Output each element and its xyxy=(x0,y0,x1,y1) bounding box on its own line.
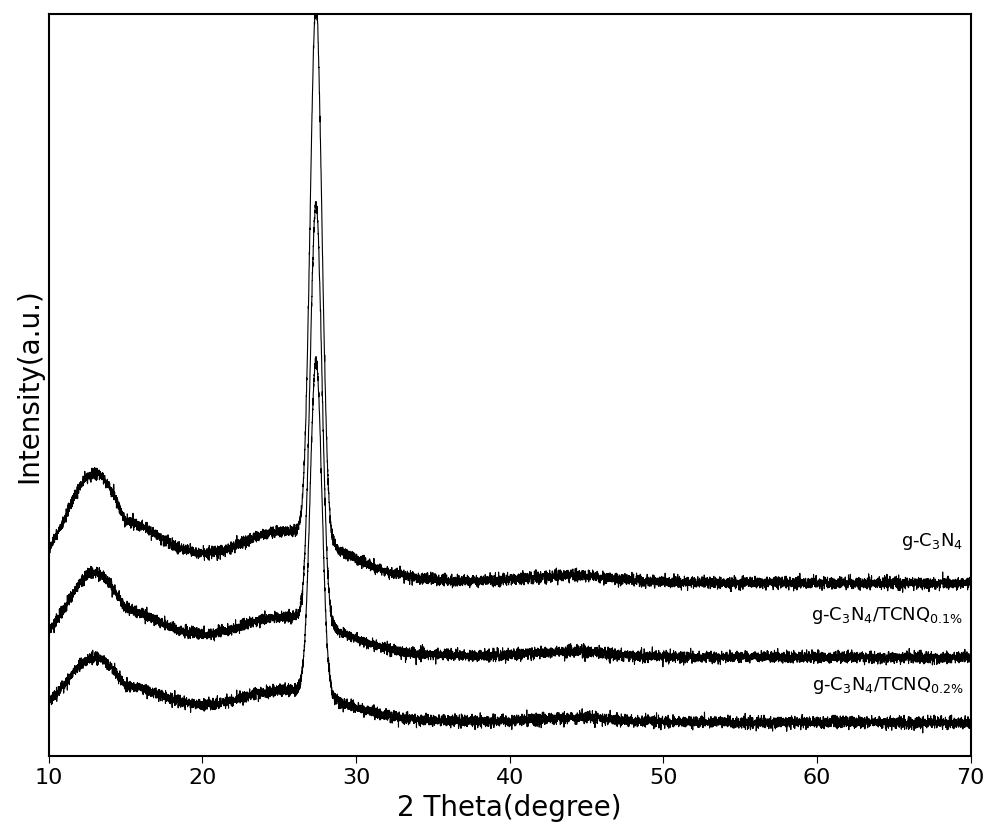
X-axis label: 2 Theta(degree): 2 Theta(degree) xyxy=(397,793,622,821)
Text: g-C$_3$N$_4$/TCNQ$_{0.2\%}$: g-C$_3$N$_4$/TCNQ$_{0.2\%}$ xyxy=(812,675,963,696)
Y-axis label: Intensity(a.u.): Intensity(a.u.) xyxy=(15,288,43,482)
Text: g-C$_3$N$_4$: g-C$_3$N$_4$ xyxy=(901,530,963,551)
Text: g-C$_3$N$_4$/TCNQ$_{0.1\%}$: g-C$_3$N$_4$/TCNQ$_{0.1\%}$ xyxy=(811,604,963,625)
